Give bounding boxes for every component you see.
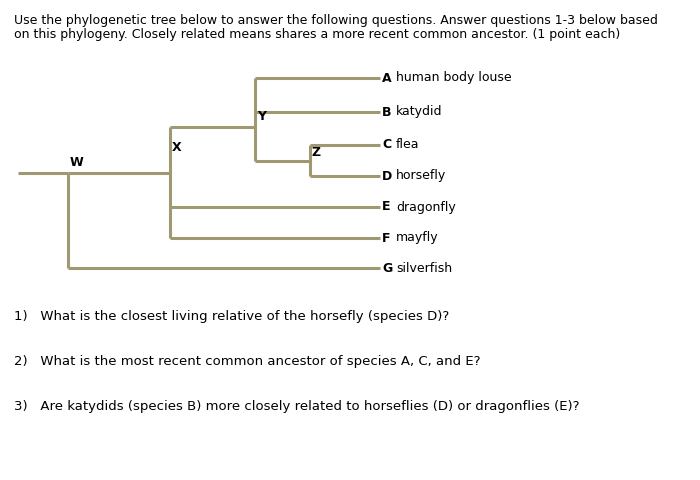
Text: G: G xyxy=(382,262,392,275)
Text: mayfly: mayfly xyxy=(396,231,439,244)
Text: W: W xyxy=(70,156,84,169)
Text: horsefly: horsefly xyxy=(396,169,447,182)
Text: Z: Z xyxy=(312,145,321,158)
Text: Y: Y xyxy=(257,110,266,123)
Text: dragonfly: dragonfly xyxy=(396,201,456,214)
Text: silverfish: silverfish xyxy=(396,262,452,275)
Text: on this phylogeny. Closely related means shares a more recent common ancestor. (: on this phylogeny. Closely related means… xyxy=(14,28,620,41)
Text: flea: flea xyxy=(396,139,419,152)
Text: C: C xyxy=(382,139,391,152)
Text: katydid: katydid xyxy=(396,106,442,119)
Text: E: E xyxy=(382,201,391,214)
Text: 2)   What is the most recent common ancestor of species A, C, and E?: 2) What is the most recent common ancest… xyxy=(14,355,480,368)
Text: 3)   Are katydids (species B) more closely related to horseflies (D) or dragonfl: 3) Are katydids (species B) more closely… xyxy=(14,400,580,413)
Text: B: B xyxy=(382,106,391,119)
Text: human body louse: human body louse xyxy=(396,72,512,84)
Text: Use the phylogenetic tree below to answer the following questions. Answer questi: Use the phylogenetic tree below to answe… xyxy=(14,14,658,27)
Text: 1)   What is the closest living relative of the horsefly (species D)?: 1) What is the closest living relative o… xyxy=(14,310,449,323)
Text: A: A xyxy=(382,72,391,84)
Text: D: D xyxy=(382,169,392,182)
Text: X: X xyxy=(172,141,181,154)
Text: F: F xyxy=(382,231,391,244)
